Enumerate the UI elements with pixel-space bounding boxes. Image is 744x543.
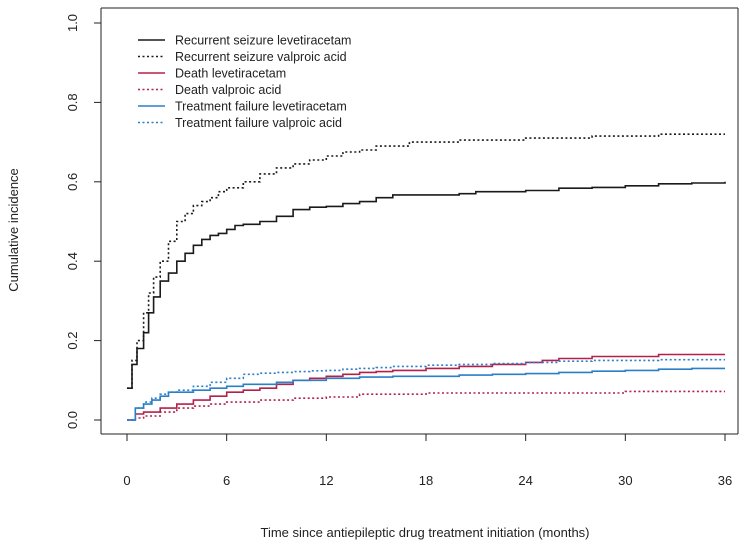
- series-line-1: [127, 133, 725, 389]
- x-tick-label: 24: [518, 473, 532, 488]
- x-tick-label: 36: [718, 473, 732, 488]
- x-axis-title: Time since antiepileptic drug treatment …: [261, 525, 590, 540]
- y-tick-label: 0.0: [65, 411, 80, 429]
- series-lines: [127, 133, 726, 421]
- series-line-2: [127, 353, 725, 421]
- legend: Recurrent seizure levetiracetam Recurrent…: [138, 34, 351, 130]
- y-tick-label: 0.4: [65, 252, 80, 270]
- x-tick-label: 30: [618, 473, 632, 488]
- x-tick-label: 12: [319, 473, 333, 488]
- x-tick-label: 18: [419, 473, 433, 488]
- legend-label-5: Treatment failure valproic acid: [175, 116, 342, 130]
- y-ticks: 0.0 0.2 0.4 0.6 0.8 1.0: [65, 14, 101, 429]
- series-line-4: [127, 367, 725, 421]
- series-line-5: [127, 358, 725, 421]
- y-tick-label: 0.6: [65, 173, 80, 191]
- x-tick-label: 0: [123, 473, 130, 488]
- legend-label-1: Recurrent seizure valproic acid: [175, 50, 347, 64]
- legend-label-3: Death valproic acid: [175, 83, 281, 97]
- x-tick-label: 6: [223, 473, 230, 488]
- y-tick-label: 1.0: [65, 14, 80, 32]
- legend-label-0: Recurrent seizure levetiracetam: [175, 34, 351, 48]
- y-tick-label: 0.2: [65, 332, 80, 350]
- y-axis-title: Cumulative incidence: [6, 168, 21, 292]
- series-line-0: [127, 181, 726, 389]
- legend-label-4: Treatment failure levetiracetam: [175, 100, 347, 114]
- legend-label-2: Death levetiracetam: [175, 67, 286, 81]
- y-tick-label: 0.8: [65, 93, 80, 111]
- x-ticks: 0 6 12 18 24 30 36: [123, 434, 732, 488]
- axes: 0 6 12 18 24 30 36 0.0 0.2 0.4 0.6 0.8 1.0: [65, 7, 739, 488]
- series-line-3: [127, 390, 725, 421]
